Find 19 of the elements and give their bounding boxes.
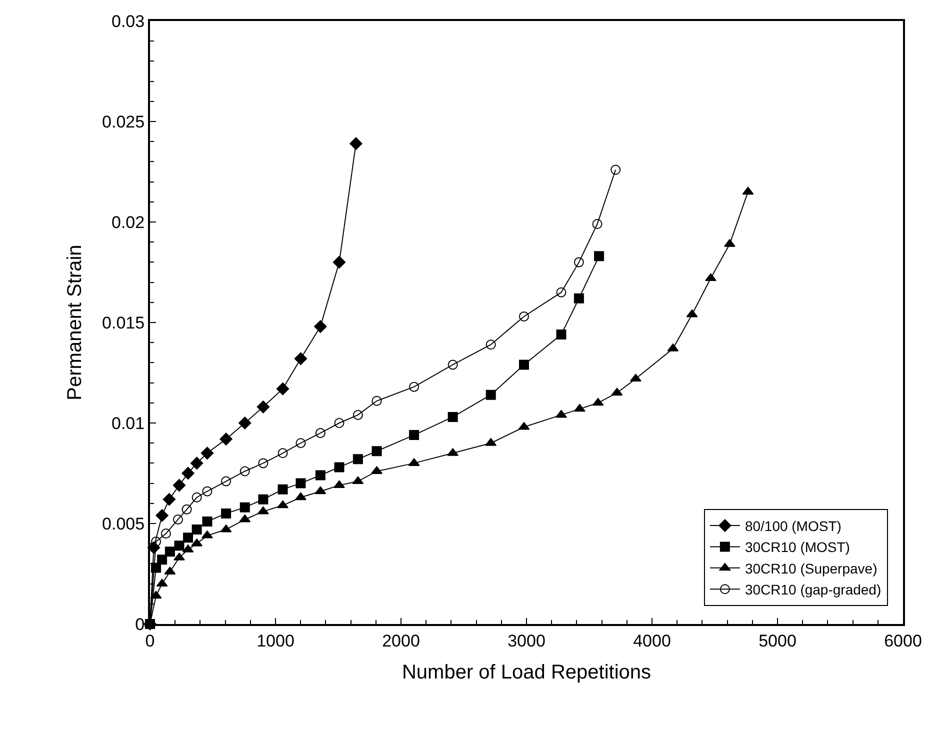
legend-label: 30CR10 (gap-graded)	[744, 582, 882, 598]
x-tick-label: 1000	[256, 631, 294, 650]
y-tick-label: 0.02	[112, 212, 145, 232]
legend-label: 30CR10 (MOST)	[744, 539, 850, 556]
y-tick-label: 0.01	[112, 414, 145, 433]
x-tick-label: 4000	[633, 631, 671, 650]
y-tick-label: 0.005	[102, 514, 145, 534]
y-tick-label: 0	[135, 614, 145, 634]
y-tick-label: 0.025	[102, 112, 145, 132]
x-tick-label: 5000	[758, 631, 796, 650]
x-tick-label: 6000	[884, 631, 922, 650]
x-axis-title: Number of Load Repetitions	[402, 661, 652, 684]
x-tick-label: 2000	[382, 631, 420, 650]
y-axis-title: Permanent Strain	[64, 244, 86, 400]
legend-label: 80/100 (MOST)	[744, 518, 842, 534]
y-tick-label: 0.015	[102, 313, 145, 332]
x-tick-label: 3000	[508, 631, 546, 650]
y-tick-label: 0.03	[112, 12, 145, 31]
legend-label: 30CR10 (Superpave)	[744, 560, 878, 576]
